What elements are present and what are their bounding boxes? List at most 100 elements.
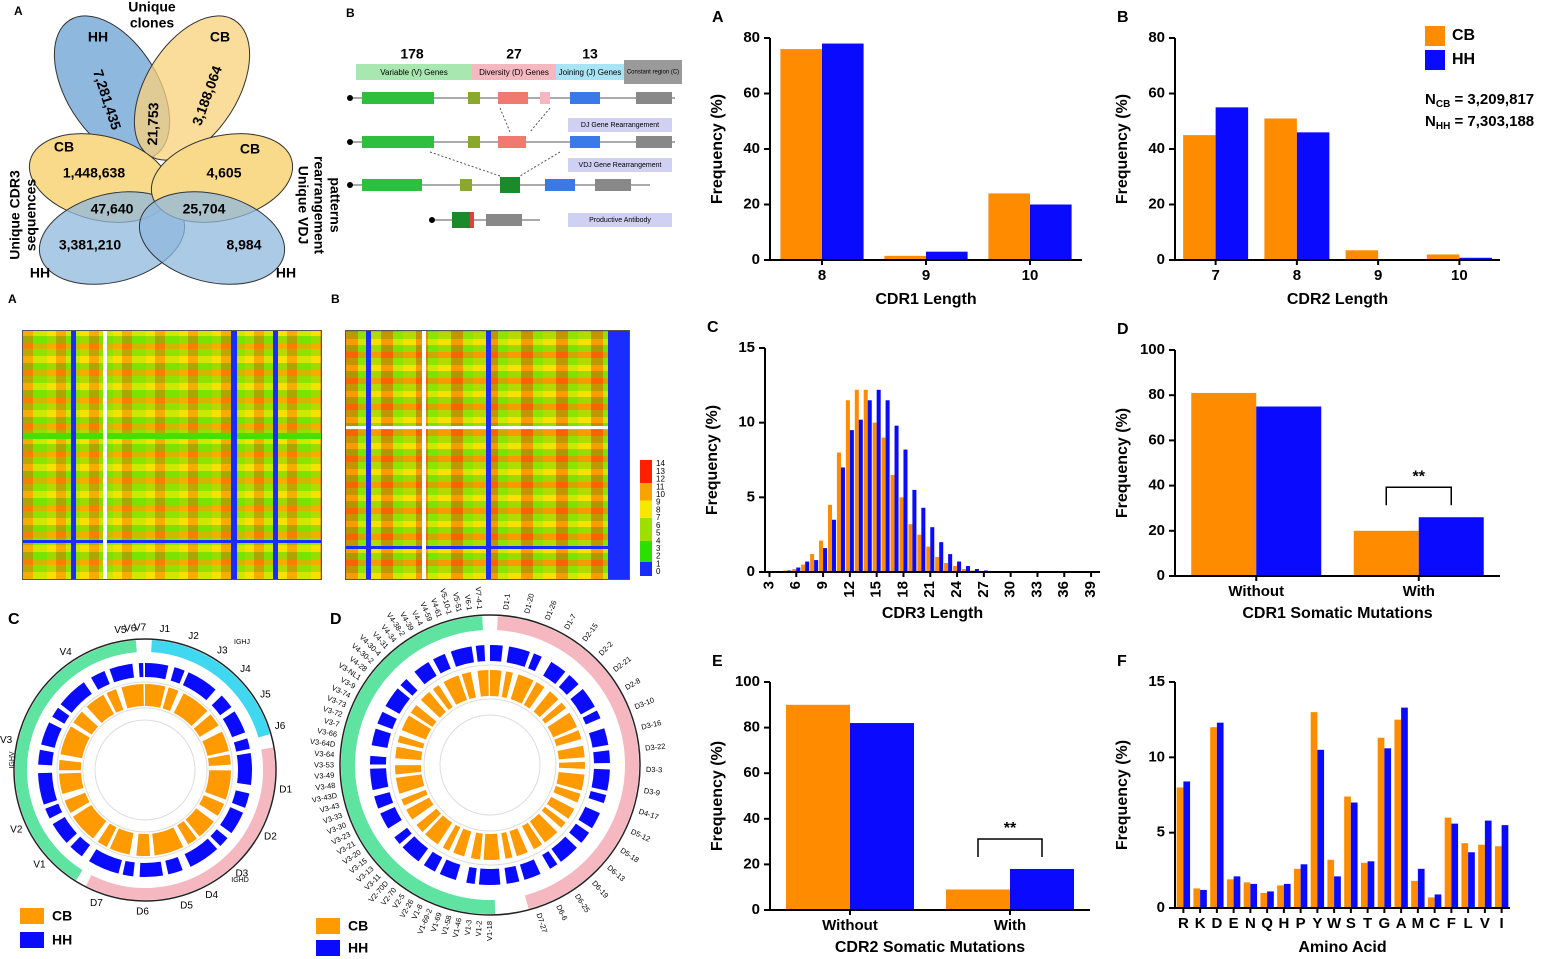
segment-label: J3 <box>217 646 228 657</box>
bar <box>1256 406 1322 576</box>
segment-label: D6-6 <box>554 903 569 922</box>
group-label: IGHD <box>231 877 249 884</box>
bar <box>1296 132 1330 260</box>
segment-label: V1-46 <box>451 917 464 938</box>
venn-hh <box>138 191 286 285</box>
bar <box>1484 820 1492 908</box>
ring-arc <box>59 684 231 856</box>
y-tick-label: 20 <box>743 195 760 212</box>
segment-label: Diversity (D) Genes <box>479 68 549 77</box>
y-tick-label: 0 <box>752 251 760 268</box>
bar <box>840 467 845 572</box>
bar <box>1501 825 1509 908</box>
y-tick-label: 40 <box>743 140 760 157</box>
bar <box>1317 749 1325 908</box>
segment-label: D3-22 <box>645 742 666 753</box>
y-tick-label: 60 <box>743 764 760 781</box>
y-tick-label: 5 <box>1157 824 1165 841</box>
bar <box>885 400 890 572</box>
x-tick-label: S <box>1346 915 1356 932</box>
colorbar-tick: 11 <box>656 482 665 491</box>
bar <box>792 569 797 572</box>
bar <box>845 400 850 572</box>
bar <box>890 474 895 572</box>
x-tick-label: A <box>1396 915 1407 932</box>
segment-label: D2-2 <box>597 640 615 658</box>
bar <box>903 449 908 572</box>
colorbar-tick: 12 <box>656 475 665 484</box>
bar <box>1427 897 1435 908</box>
panel-label: A <box>14 4 23 18</box>
x-axis-label: CDR2 Somatic Mutations <box>835 939 1025 956</box>
panel-label: D <box>1117 321 1129 338</box>
ring-grid <box>82 707 208 833</box>
significance-bracket <box>977 838 1043 857</box>
venn-count: 25,704 <box>183 201 226 217</box>
bar <box>850 723 914 910</box>
venn-set-label: HH <box>276 265 296 281</box>
y-tick-label: 60 <box>1148 431 1165 448</box>
bar <box>867 400 872 572</box>
colorbar-tick: 10 <box>656 490 665 499</box>
bar <box>961 569 966 572</box>
segment-label: D2-8 <box>623 676 642 692</box>
bar <box>1417 868 1425 908</box>
gene-count: 13 <box>582 46 598 62</box>
bar <box>1327 859 1335 908</box>
x-axis-label: CDR2 Length <box>1287 291 1388 308</box>
segment-label: V6 <box>124 623 137 634</box>
bar <box>1233 876 1241 908</box>
bar <box>1344 796 1351 908</box>
bar <box>1451 823 1459 908</box>
bar <box>849 430 854 572</box>
x-tick-label: W <box>1327 915 1342 932</box>
segment-label: V4 <box>59 647 72 658</box>
y-tick-label: 40 <box>1148 477 1165 494</box>
bar <box>1215 107 1249 260</box>
bar <box>881 437 886 572</box>
ring-grid <box>94 719 196 821</box>
x-tick-label: D <box>1211 915 1222 932</box>
bar <box>1353 530 1419 576</box>
y-tick-label: 100 <box>735 673 760 690</box>
panel-label: A <box>712 9 724 26</box>
x-tick-label: N <box>1245 915 1256 932</box>
venn-title: rearrangement <box>311 156 327 254</box>
segment-label: D6-19 <box>590 879 610 900</box>
bar <box>1426 254 1460 260</box>
segment-label: D7-27 <box>534 912 549 934</box>
bar <box>1243 882 1251 908</box>
colorbar <box>640 460 652 576</box>
segment-label: J2 <box>188 631 199 642</box>
ring-arc <box>370 645 610 885</box>
panel-label: A <box>8 292 17 306</box>
x-tick-label: 6 <box>787 581 804 589</box>
bar <box>1267 891 1274 908</box>
colorbar-tick: 9 <box>656 498 661 507</box>
segment-label: V3 <box>0 735 13 746</box>
bar <box>1264 118 1297 260</box>
bar <box>908 524 913 572</box>
gene-count: 178 <box>400 46 424 62</box>
annotation-sub: HH <box>1436 121 1450 132</box>
bar <box>926 546 931 572</box>
y-tick-label: 60 <box>1148 84 1165 101</box>
legend-swatch <box>20 908 44 924</box>
x-tick-label: 21 <box>921 581 938 598</box>
y-tick-label: 80 <box>1148 29 1165 46</box>
x-tick-label: 8 <box>1293 267 1301 284</box>
bar <box>1010 868 1074 910</box>
y-tick-label: 80 <box>743 29 760 46</box>
x-tick-label: 9 <box>1374 267 1382 284</box>
bar <box>988 193 1030 260</box>
segment-label: D1 <box>279 784 292 795</box>
panel-label: C <box>8 611 20 628</box>
segment-label: Variable (V) Genes <box>380 68 447 77</box>
bar <box>930 527 935 572</box>
x-axis-label: CDR1 Somatic Mutations <box>1242 605 1432 622</box>
venn-count: 3,381,210 <box>59 237 121 253</box>
x-tick-label: Without <box>1228 583 1284 600</box>
x-tick-label: I <box>1500 915 1504 932</box>
